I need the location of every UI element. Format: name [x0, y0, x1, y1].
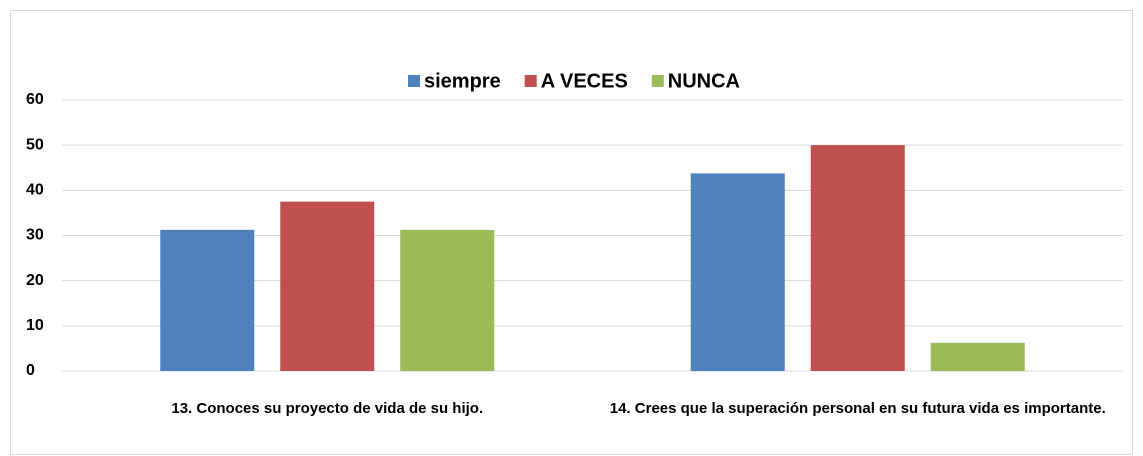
x-tick-label-box: 13. Conoces su proyecto de vida de su hi…: [171, 400, 484, 417]
legend-swatch: [524, 75, 537, 87]
legend-label: siempre: [424, 70, 501, 92]
y-tick-label: 60: [26, 91, 44, 108]
bar: [400, 229, 495, 371]
bar: [160, 229, 255, 371]
bar: [690, 173, 785, 371]
y-tick-label: 10: [26, 317, 44, 334]
legend-swatch: [651, 75, 664, 87]
legend-label: A VECES: [541, 70, 628, 92]
bar: [810, 145, 905, 371]
y-tick-label: 20: [26, 272, 44, 289]
x-tick-label: 13. Conoces su proyecto de vida de su hi…: [171, 400, 484, 417]
x-tick-label: 14. Crees que la superación personal en …: [609, 400, 1106, 417]
x-tick-label-box: 14. Crees que la superación personal en …: [609, 400, 1106, 417]
bar: [280, 201, 375, 371]
y-tick-label: 50: [26, 136, 44, 153]
y-tick-label: 30: [26, 227, 44, 244]
legend-swatch: [408, 75, 420, 87]
y-tick-label: 0: [26, 362, 35, 379]
y-tick-label: 40: [26, 182, 44, 199]
bar: [930, 342, 1025, 371]
legend-label: NUNCA: [668, 70, 740, 92]
